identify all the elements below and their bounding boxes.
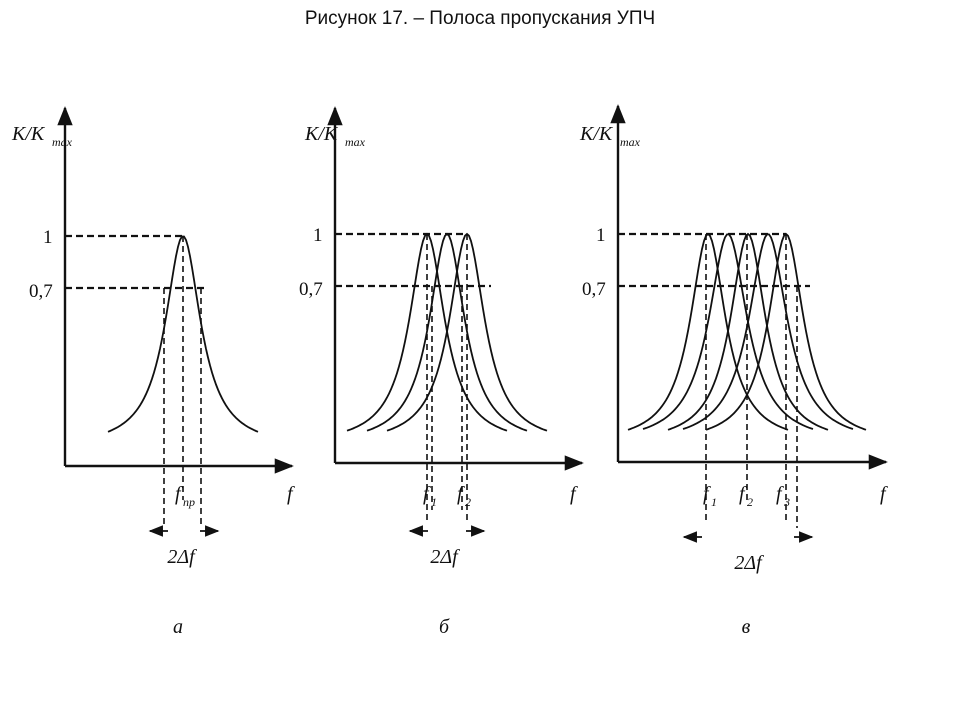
y-axis-label-subscript: max xyxy=(620,135,641,149)
frequency-label: f xyxy=(175,483,183,505)
level-1-label: 1 xyxy=(596,225,606,246)
frequency-label-subscript: пр xyxy=(183,495,195,509)
response-curve xyxy=(107,235,259,433)
panel-caption: б xyxy=(439,616,450,638)
level-07-label: 0,7 xyxy=(299,279,323,300)
panel-caption: в xyxy=(742,616,751,638)
y-axis-label: K/K xyxy=(11,123,46,145)
y-axis-label-subscript: max xyxy=(345,135,366,149)
frequency-label: f xyxy=(739,483,747,505)
frequency-label-subscript: 2 xyxy=(465,495,471,509)
response-curve xyxy=(627,232,789,431)
bandwidth-label: 2Δf xyxy=(167,546,197,568)
level-07-label: 0,7 xyxy=(29,281,53,302)
panel-caption: а xyxy=(173,616,183,638)
figure-title: Рисунок 17. – Полоса пропускания УПЧ xyxy=(304,8,656,29)
y-axis-label: K/K xyxy=(304,123,339,145)
bandwidth-label: 2Δf xyxy=(430,546,460,568)
level-1-label: 1 xyxy=(313,225,323,246)
x-axis-label: f xyxy=(287,483,295,505)
frequency-label-subscript: 1 xyxy=(431,495,437,509)
frequency-label: f xyxy=(703,483,711,505)
response-curve xyxy=(667,232,829,431)
bandwidth-label: 2Δf xyxy=(734,552,764,574)
level-07-label: 0,7 xyxy=(582,279,606,300)
frequency-label-subscript: 2 xyxy=(747,495,753,509)
frequency-label: f xyxy=(457,483,465,505)
y-axis-label-subscript: max xyxy=(52,135,73,149)
x-axis-label: f xyxy=(570,483,578,505)
y-axis-label: K/K xyxy=(579,123,614,145)
frequency-label-subscript: 3 xyxy=(783,495,790,509)
x-axis-label: f xyxy=(880,483,888,505)
frequency-label-subscript: 1 xyxy=(711,495,717,509)
response-curve xyxy=(705,232,867,431)
level-1-label: 1 xyxy=(43,227,53,248)
frequency-label: f xyxy=(776,483,784,505)
frequency-label: f xyxy=(423,483,431,505)
